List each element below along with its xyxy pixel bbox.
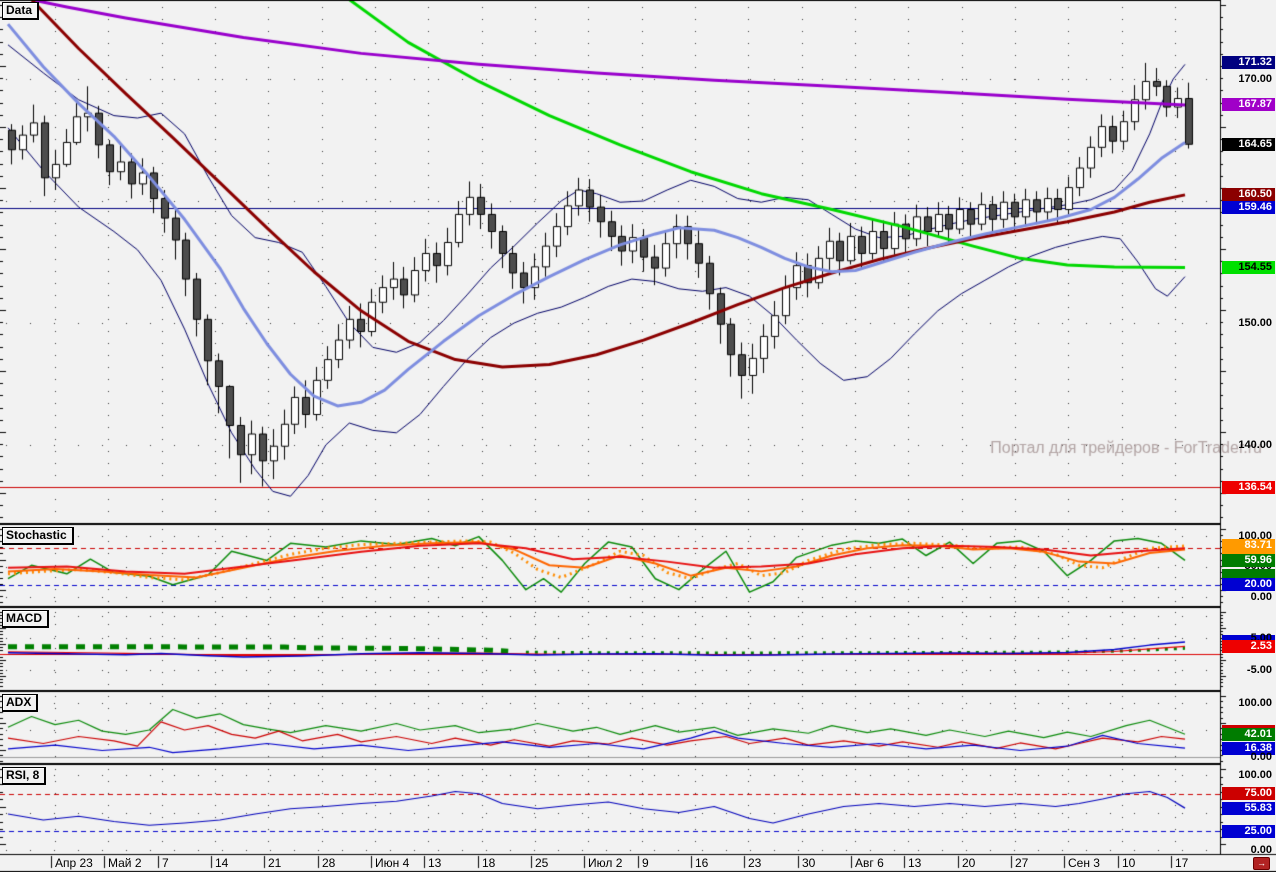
indicator-label-20.00: 20.00 <box>1222 578 1275 591</box>
x-axis-label-9: 9 <box>642 856 649 870</box>
x-axis-label-20: 20 <box>962 856 976 870</box>
x-axis-label-16: 16 <box>695 856 709 870</box>
price-label-140.00: 140.00 <box>1238 439 1272 451</box>
indicator-label-0.00: 0.00 <box>1250 591 1272 603</box>
indicator-label-0.00: 0.00 <box>1250 751 1272 763</box>
price-label-171.32: 171.32 <box>1222 56 1275 69</box>
price-label-164.65: 164.65 <box>1222 138 1275 151</box>
x-axis-label-Июл 2: Июл 2 <box>588 856 623 870</box>
x-axis-label-17: 17 <box>1175 856 1189 870</box>
indicator-label-100.00: 100.00 <box>1238 769 1272 781</box>
x-axis-label-18: 18 <box>482 856 496 870</box>
indicator-title-macd[interactable]: MACD <box>2 610 49 628</box>
indicator-title-rsi[interactable]: RSI, 8 <box>2 767 47 785</box>
x-axis-label-Апр 23: Апр 23 <box>55 856 93 870</box>
indicator-label-75.00: 75.00 <box>1222 787 1275 800</box>
x-axis-label-27: 27 <box>1015 856 1029 870</box>
x-axis-label-23: 23 <box>748 856 762 870</box>
x-axis-label-30: 30 <box>802 856 816 870</box>
indicator-label-16.38: 16.38 <box>1222 742 1275 755</box>
x-axis-label-28: 28 <box>322 856 336 870</box>
indicator-title-stochastic[interactable]: Stochastic <box>2 527 74 545</box>
scroll-right-button[interactable]: → <box>1253 857 1270 870</box>
price-label-159.46: 159.46 <box>1222 201 1275 214</box>
x-axis-label-Сен 3: Сен 3 <box>1068 856 1100 870</box>
arrow-right-icon: → <box>1257 858 1266 868</box>
x-axis-label-25: 25 <box>535 856 549 870</box>
data-window-box[interactable]: Data <box>2 2 40 20</box>
indicator-label-100.00: 100.00 <box>1238 697 1272 709</box>
indicator-label-59.96: 59.96 <box>1222 554 1275 567</box>
x-axis-label-7: 7 <box>162 856 169 870</box>
indicator-label-55.83: 55.83 <box>1222 802 1275 815</box>
price-label-170.00: 170.00 <box>1238 73 1272 85</box>
x-axis-label-21: 21 <box>268 856 282 870</box>
x-axis-label-10: 10 <box>1122 856 1136 870</box>
x-axis-label-Июн 4: Июн 4 <box>375 856 410 870</box>
indicator-label-25.00: 25.00 <box>1222 825 1275 838</box>
price-label-154.55: 154.55 <box>1222 261 1275 274</box>
x-axis-label-13: 13 <box>908 856 922 870</box>
indicator-title-adx[interactable]: ADX <box>2 694 39 712</box>
price-label-167.87: 167.87 <box>1222 98 1275 111</box>
x-axis-label-Авг 6: Авг 6 <box>855 856 884 870</box>
x-axis-label-13: 13 <box>428 856 442 870</box>
price-label-150.00: 150.00 <box>1238 317 1272 329</box>
indicator-label-83.71: 83.71 <box>1222 539 1275 552</box>
indicator-label-0.00: 0.00 <box>1250 844 1272 856</box>
x-axis-label-Май 2: Май 2 <box>108 856 142 870</box>
indicator-label--5.00: -5.00 <box>1246 664 1272 676</box>
indicator-label-42.01: 42.01 <box>1222 728 1275 741</box>
price-label-160.50: 160.50 <box>1222 188 1275 201</box>
indicator-label-2.53: 2.53 <box>1222 640 1275 653</box>
x-axis-label-14: 14 <box>215 856 229 870</box>
price-label-136.54: 136.54 <box>1222 481 1275 494</box>
